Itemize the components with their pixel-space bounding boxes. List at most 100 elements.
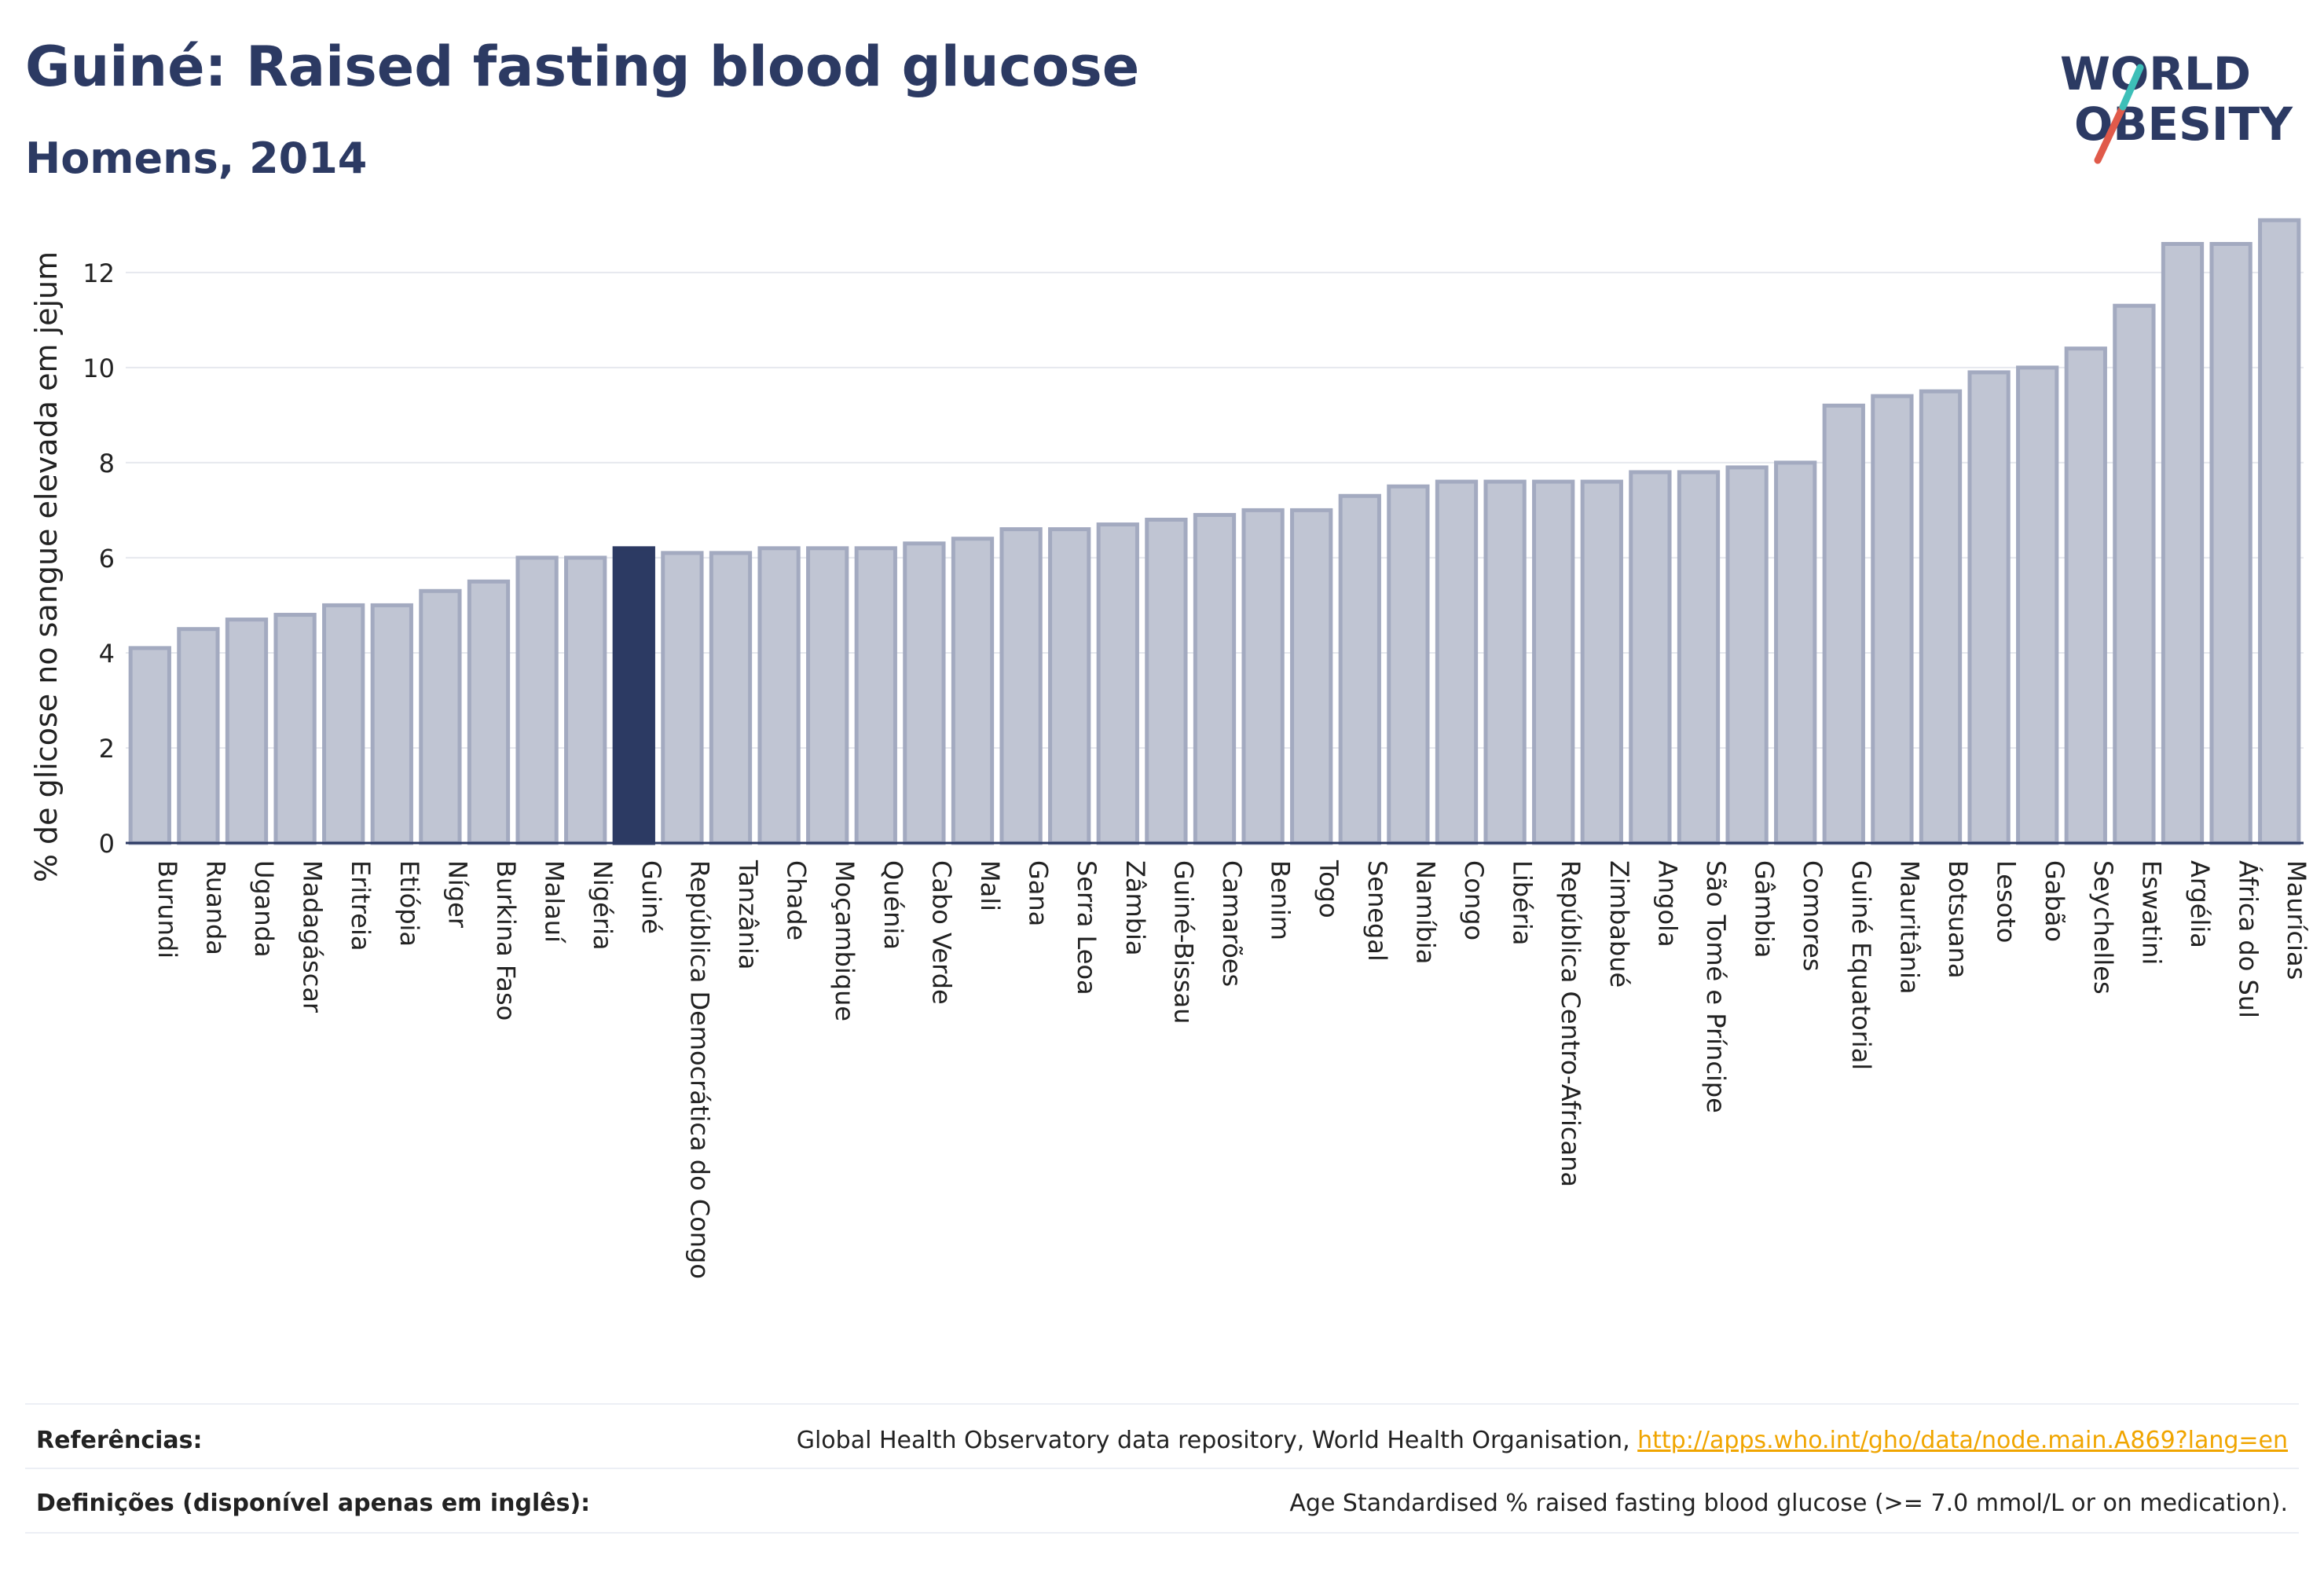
x-tick-label: Lesoto [1992, 860, 2022, 943]
bar [515, 555, 559, 845]
references-link[interactable]: http://apps.who.int/gho/data/node.main.A… [1637, 1427, 2288, 1454]
x-tick-label: Tanzânia [733, 859, 763, 969]
references-label: Referências: [36, 1427, 203, 1454]
bar [1822, 403, 1865, 845]
x-tick-label: Gâmbia [1750, 860, 1780, 958]
x-tick-label: Zimbabué [1604, 860, 1634, 988]
bar [128, 646, 171, 845]
x-tick-label: Senegal [1362, 860, 1392, 962]
divider [25, 1532, 2299, 1534]
x-tick-label: África do Sul [2234, 860, 2264, 1018]
bar [467, 579, 511, 845]
x-tick-label: Libéria [1508, 860, 1538, 945]
x-tick-label: República Democrática do Congo [684, 860, 714, 1279]
bar [273, 613, 317, 845]
logo-slash [2094, 103, 2127, 164]
bar [1677, 470, 1721, 845]
x-tick-label: Níger [442, 860, 472, 929]
bar [1048, 527, 1091, 845]
x-tick-label: Gana [1024, 860, 1054, 926]
bar [2258, 218, 2301, 845]
references-value: Global Health Observatory data repositor… [797, 1427, 2288, 1454]
x-tick-label: Seychelles [2088, 860, 2118, 995]
bar [1919, 389, 1963, 845]
bar [661, 551, 704, 845]
x-tick-label: República Centro-Africana [1556, 860, 1585, 1187]
x-tick-label: Angola [1652, 860, 1682, 947]
x-tick-label: Mauritânia [1894, 860, 1924, 994]
bar [854, 546, 897, 845]
y-tick-label: 4 [99, 639, 115, 669]
bar [2113, 303, 2156, 845]
x-tick-label: Uganda [249, 860, 279, 958]
y-tick-label: 12 [82, 258, 115, 288]
bar [951, 537, 995, 845]
bar [1387, 484, 1430, 845]
bar [1193, 512, 1237, 845]
bar [1532, 479, 1575, 845]
bar [2064, 346, 2107, 845]
y-tick-label: 0 [99, 829, 115, 859]
x-tick-label: Gabão [2040, 860, 2069, 942]
x-tick-label: Mali [975, 860, 1005, 911]
x-tick-label: Malauí [540, 860, 570, 944]
bar [1435, 479, 1479, 845]
bar [903, 541, 946, 845]
x-tick-label: Ruanda [200, 860, 230, 955]
bar-chart: 0 2 4 6 8 10 12 Burundi Ruanda Uganda Madagáscar Er… [29, 218, 2311, 1279]
bar [2016, 365, 2059, 845]
bar [999, 527, 1043, 845]
bar [2161, 242, 2205, 845]
bar [1483, 479, 1527, 845]
x-tick-label: Comores [1798, 860, 1827, 971]
x-tick-label: Argélia [2185, 860, 2215, 948]
bar [370, 603, 413, 845]
x-tick-label: Zâmbia [1120, 860, 1150, 956]
y-axis-label: % de glicose no sangue elevada em jejum [29, 251, 64, 882]
logo-line2: OBESITY [2074, 97, 2293, 151]
y-tick-label: 10 [82, 354, 115, 383]
bar [1241, 508, 1285, 845]
chart-subtitle: Homens, 2014 [25, 134, 368, 183]
chart-title: Guiné: Raised fasting blood glucose [25, 35, 1140, 99]
x-tick-label: Togo [1314, 859, 1343, 918]
x-tick-label: Guiné Equatorial [1846, 860, 1876, 1070]
x-tick-label: Chade [782, 860, 812, 940]
bar [709, 551, 753, 845]
bar [2209, 242, 2253, 845]
bar [1725, 465, 1769, 845]
bar [1338, 493, 1381, 845]
bar [1145, 518, 1188, 845]
x-tick-label: Eritreia [346, 860, 376, 951]
bar [1871, 394, 1914, 845]
x-tick-label: Etiópia [394, 860, 424, 947]
logo-slash-accent [2119, 64, 2144, 111]
definitions-value: Age Standardised % raised fasting blood … [1289, 1490, 2288, 1517]
logo-line1: WORLD [2060, 47, 2251, 101]
x-tick-label: Maurícias [2282, 860, 2311, 980]
x-tick-label: Eswatini [2136, 860, 2166, 965]
x-tick-label: Guiné-Bissau [1168, 860, 1198, 1024]
bar [1629, 470, 1672, 845]
x-tick-label: Serra Leoa [1072, 860, 1102, 995]
x-tick-label: Namíbia [1410, 860, 1440, 964]
x-tick-label: Camarões [1217, 860, 1247, 987]
references-text: Global Health Observatory data repositor… [796, 1427, 1638, 1454]
bar [225, 618, 269, 845]
y-tick-label: 2 [99, 734, 115, 764]
x-tick-label: Burkina Faso [491, 860, 521, 1021]
x-tick-label: Moçambique [830, 860, 860, 1021]
y-tick-label: 6 [99, 544, 115, 574]
bar [1580, 479, 1623, 845]
x-tick-label: Quénia [878, 860, 908, 950]
bar [564, 555, 607, 845]
x-tick-label: Congo [1459, 860, 1489, 940]
bar [806, 546, 849, 845]
x-tick-label: Madagáscar [298, 860, 328, 1013]
bar [177, 627, 220, 845]
bar [757, 546, 801, 845]
x-tick-label: Cabo Verde [926, 860, 956, 1005]
x-tick-label: São Tomé e Príncipe [1701, 860, 1731, 1113]
y-tick-label: 8 [99, 449, 115, 478]
x-tick-label: Nigéria [588, 860, 618, 950]
